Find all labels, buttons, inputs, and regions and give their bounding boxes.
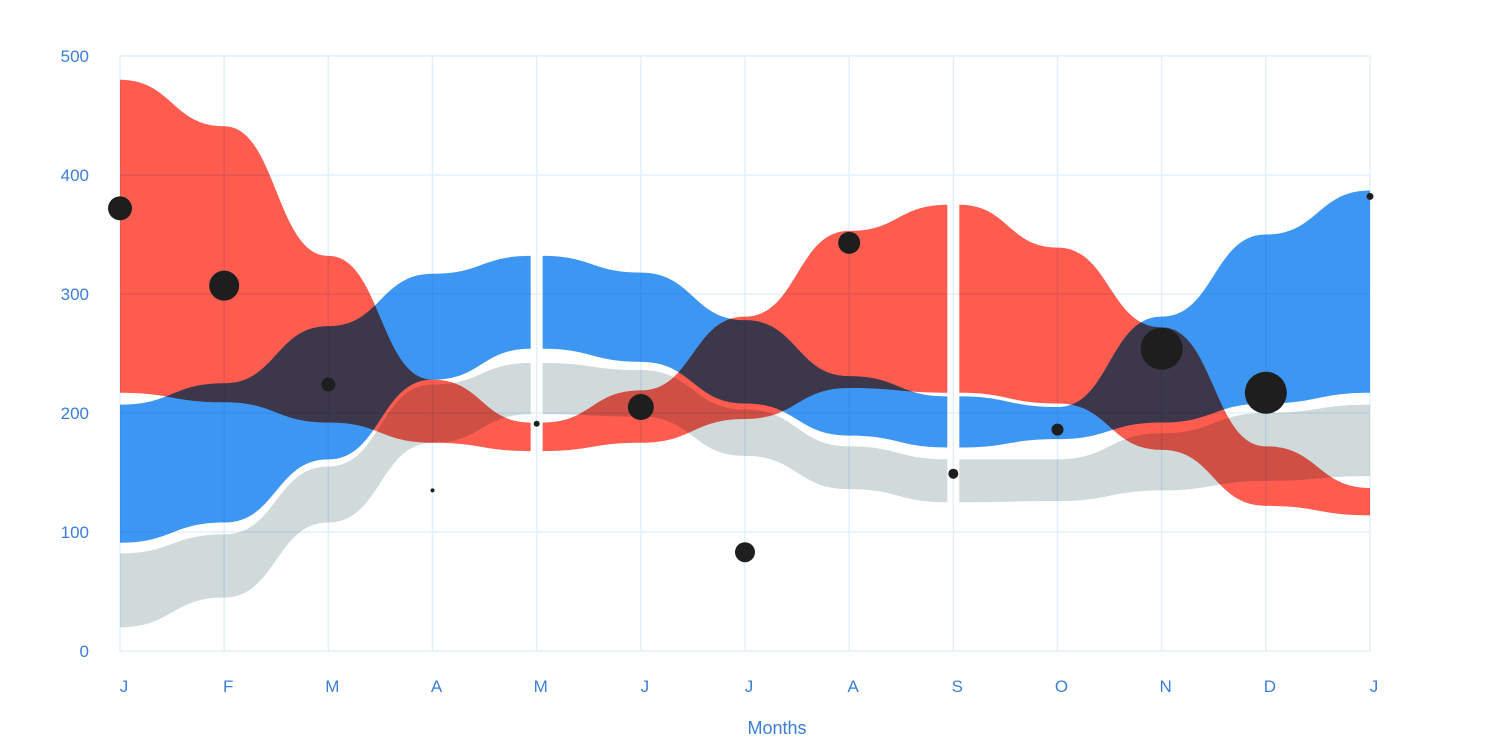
x-tick-label: F xyxy=(223,677,233,696)
x-tick-label: N xyxy=(1160,677,1172,696)
x-tick-label: J xyxy=(745,677,754,696)
x-tick-label: M xyxy=(325,677,339,696)
y-tick-label: 0 xyxy=(80,642,89,661)
bubble-point xyxy=(1244,371,1287,414)
bubble-point xyxy=(209,270,240,301)
x-tick-label: J xyxy=(641,677,650,696)
bubble-point xyxy=(1366,192,1374,200)
y-tick-label: 100 xyxy=(61,523,89,542)
y-tick-label: 400 xyxy=(61,166,89,185)
y-axis-ticks: 0 100 200 300 400 500 xyxy=(61,47,89,661)
bubble-point xyxy=(735,542,755,563)
x-tick-label: O xyxy=(1055,677,1068,696)
band-red-band xyxy=(120,79,531,452)
x-tick-label: M xyxy=(534,677,548,696)
bubble-point xyxy=(627,394,654,421)
x-tick-label: J xyxy=(1370,677,1379,696)
y-tick-label: 500 xyxy=(61,47,89,66)
bubble-point xyxy=(108,196,132,221)
bubble-point xyxy=(1140,327,1183,370)
x-tick-label: D xyxy=(1264,677,1276,696)
bubble-point xyxy=(430,488,435,493)
x-tick-label: A xyxy=(431,677,443,696)
bubble-point xyxy=(1051,423,1064,436)
band-red-band xyxy=(542,204,948,452)
x-tick-label: S xyxy=(952,677,963,696)
x-tick-label: J xyxy=(120,677,129,696)
bubbles xyxy=(108,192,1374,563)
bubble-point xyxy=(321,377,336,392)
x-axis-title: Months xyxy=(747,718,806,738)
y-tick-label: 200 xyxy=(61,404,89,423)
y-tick-label: 300 xyxy=(61,285,89,304)
bubble-point xyxy=(948,468,959,479)
bubble-point xyxy=(533,420,540,427)
bubble-point xyxy=(838,231,861,254)
x-tick-label: A xyxy=(847,677,859,696)
